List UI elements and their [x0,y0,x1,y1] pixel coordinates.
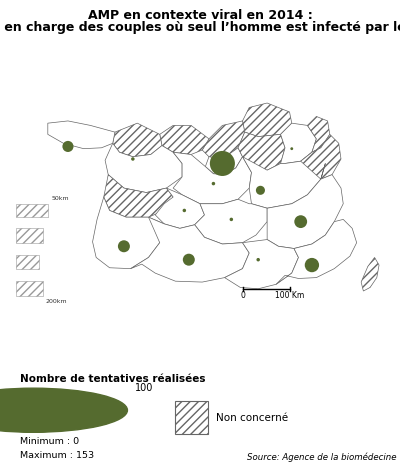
Polygon shape [131,217,249,282]
Circle shape [305,258,319,272]
Polygon shape [242,103,292,137]
Bar [175,401,208,434]
Polygon shape [16,281,43,296]
Text: 10: 10 [71,413,83,423]
Polygon shape [276,219,357,284]
Text: AMP en contexte viral en 2014 :: AMP en contexte viral en 2014 : [88,9,312,22]
Circle shape [62,141,74,152]
Text: Maximum : 153: Maximum : 153 [20,452,94,460]
Polygon shape [104,175,173,217]
Text: 100: 100 [135,383,154,393]
Circle shape [118,240,130,252]
Text: prise en charge des couples où seul l’homme est infecté par le VIH: prise en charge des couples où seul l’ho… [0,21,400,34]
Circle shape [294,215,307,228]
Polygon shape [308,116,330,152]
Text: Non concerné: Non concerné [216,413,288,423]
Circle shape [256,186,265,195]
Polygon shape [361,257,379,291]
Polygon shape [225,240,298,289]
Polygon shape [238,132,285,172]
Polygon shape [16,255,39,268]
Polygon shape [267,175,343,248]
Polygon shape [195,199,267,244]
Polygon shape [155,188,204,228]
Circle shape [4,418,63,432]
Text: 50km: 50km [51,196,69,200]
Circle shape [0,388,128,432]
Circle shape [212,182,215,185]
Circle shape [210,151,235,176]
Polygon shape [242,148,325,208]
Polygon shape [16,204,48,217]
Circle shape [230,218,233,221]
Text: 200km: 200km [46,299,67,304]
Text: 100 Km: 100 Km [275,291,304,301]
Polygon shape [16,228,43,243]
Polygon shape [160,125,209,155]
Circle shape [290,147,293,150]
Polygon shape [48,121,115,149]
Polygon shape [280,123,316,164]
Text: Minimum : 0: Minimum : 0 [20,437,79,446]
Text: 0: 0 [240,291,245,301]
Polygon shape [113,123,162,157]
Circle shape [182,209,186,212]
Circle shape [256,258,260,261]
Polygon shape [301,134,341,179]
Polygon shape [92,197,164,268]
Polygon shape [202,121,245,159]
Polygon shape [205,148,242,175]
Polygon shape [173,152,252,204]
Circle shape [131,157,135,161]
Text: Nombre de tentatives réalisées: Nombre de tentatives réalisées [20,374,205,384]
Text: Source: Agence de la biomédecine: Source: Agence de la biomédecine [247,453,396,462]
Polygon shape [105,144,182,192]
Circle shape [183,254,195,266]
